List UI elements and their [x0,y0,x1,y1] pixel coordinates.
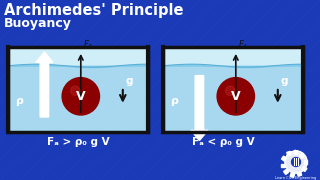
Bar [302,166,307,172]
Circle shape [62,78,100,115]
Bar [295,158,297,166]
Text: ρ: ρ [170,96,178,106]
Bar [294,150,298,155]
Text: V: V [231,90,241,103]
Circle shape [226,86,235,95]
Circle shape [70,86,80,95]
FancyArrow shape [191,76,208,141]
Bar [163,66,303,132]
Bar [8,66,148,132]
Text: Archimedes' Principle: Archimedes' Principle [4,3,183,18]
Text: ρ: ρ [15,96,23,106]
Bar [163,47,303,132]
Text: Learn Civil Engineering: Learn Civil Engineering [276,176,316,180]
Circle shape [292,158,300,166]
Text: $F_A$: $F_A$ [83,39,93,51]
Text: g: g [126,76,133,86]
Text: g: g [281,76,288,86]
Bar [282,156,286,161]
Bar [8,47,148,66]
Bar [8,47,148,132]
Text: Buoyancy: Buoyancy [4,17,72,30]
FancyArrow shape [36,52,53,117]
Bar [163,47,303,66]
Bar [287,151,291,156]
Bar [293,158,295,166]
Bar [298,158,299,166]
Circle shape [285,151,307,173]
Text: Fₐ < ρ₀ g V: Fₐ < ρ₀ g V [192,137,254,147]
Bar [290,173,295,177]
Bar [304,160,307,164]
Text: Fₐ > ρ₀ g V: Fₐ > ρ₀ g V [47,137,109,147]
Bar [284,169,289,174]
Bar [300,153,305,158]
Bar [281,164,285,167]
Text: V: V [76,90,86,103]
Text: $F_A$: $F_A$ [238,39,248,51]
Circle shape [217,78,254,115]
Bar [297,172,302,176]
